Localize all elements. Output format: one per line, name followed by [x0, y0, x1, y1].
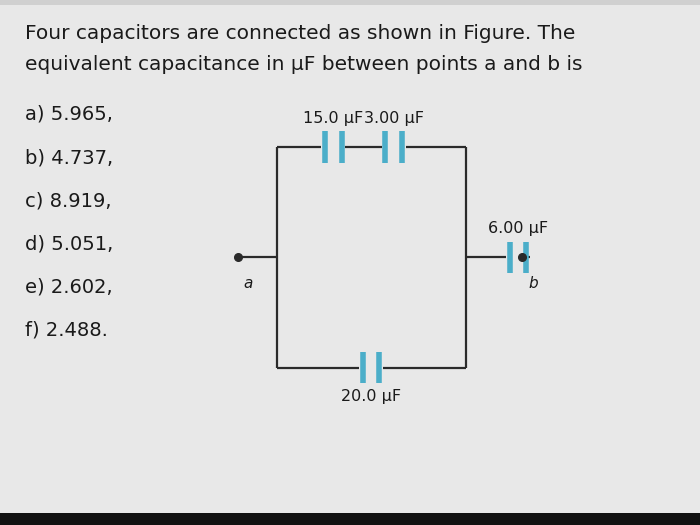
Text: b: b	[528, 276, 538, 291]
Text: b) 4.737,: b) 4.737,	[25, 148, 113, 167]
Text: a) 5.965,: a) 5.965,	[25, 105, 113, 124]
FancyBboxPatch shape	[0, 5, 700, 514]
Text: e) 2.602,: e) 2.602,	[25, 277, 112, 296]
Text: 15.0 μF: 15.0 μF	[303, 111, 363, 126]
Text: a: a	[244, 276, 253, 291]
Text: 6.00 μF: 6.00 μF	[488, 221, 548, 236]
Text: d) 5.051,: d) 5.051,	[25, 234, 113, 253]
Text: c) 8.919,: c) 8.919,	[25, 191, 111, 210]
Text: Four capacitors are connected as shown in Figure. The: Four capacitors are connected as shown i…	[25, 24, 575, 43]
Text: f) 2.488.: f) 2.488.	[25, 320, 107, 339]
Text: equivalent capacitance in μF between points a and b is: equivalent capacitance in μF between poi…	[25, 55, 582, 74]
Text: 3.00 μF: 3.00 μF	[364, 111, 424, 126]
Bar	[0, 513, 700, 525]
Text: 20.0 μF: 20.0 μF	[341, 388, 401, 404]
